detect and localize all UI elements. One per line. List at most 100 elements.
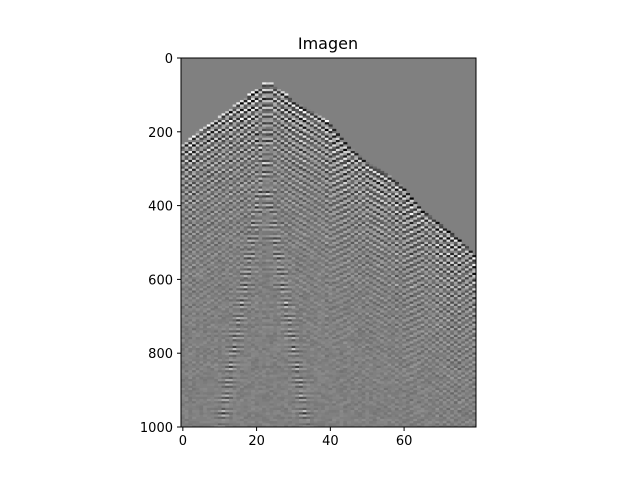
image-pixel: [262, 89, 267, 92]
image-pixel: [240, 297, 245, 300]
image-pixel: [321, 230, 326, 234]
image-pixel: [217, 208, 222, 212]
image-pixel: [299, 418, 304, 422]
image-pixel: [306, 363, 311, 367]
image-pixel: [273, 177, 278, 181]
image-pixel: [181, 206, 186, 209]
image-pixel: [217, 146, 222, 150]
image-pixel: [317, 263, 322, 267]
image-pixel: [306, 162, 311, 165]
image-pixel: [258, 144, 263, 147]
image-pixel: [254, 421, 259, 424]
image-pixel: [313, 317, 318, 320]
image-pixel: [221, 310, 226, 314]
image-pixel: [295, 365, 300, 369]
image-pixel: [228, 186, 234, 190]
image-pixel: [206, 392, 211, 395]
image-pixel: [247, 104, 252, 108]
image-pixel: [269, 359, 274, 362]
image-pixel: [247, 270, 252, 274]
image-pixel: [258, 270, 263, 274]
image-pixel: [254, 281, 259, 285]
image-pixel: [247, 299, 252, 302]
image-pixel: [302, 201, 307, 205]
image-pixel: [276, 230, 281, 234]
image-pixel: [214, 155, 219, 159]
image-pixel: [206, 301, 211, 305]
image-pixel: [228, 297, 234, 300]
image-pixel: [284, 195, 289, 198]
image-pixel: [232, 281, 237, 285]
image-pixel: [236, 412, 241, 415]
image-pixel: [203, 217, 208, 221]
image-pixel: [317, 257, 322, 260]
image-pixel: [287, 294, 293, 298]
image-pixel: [251, 102, 256, 105]
image-pixel: [225, 177, 230, 181]
image-pixel: [192, 283, 197, 287]
image-pixel: [247, 219, 252, 223]
image-pixel: [287, 186, 293, 190]
image-pixel: [232, 166, 237, 170]
image-pixel: [273, 374, 278, 378]
image-pixel: [302, 106, 307, 110]
image-pixel: [317, 162, 322, 165]
image-pixel: [199, 363, 204, 367]
image-pixel: [295, 385, 300, 389]
image-pixel: [265, 177, 270, 181]
image-pixel: [199, 159, 204, 163]
image-pixel: [221, 219, 226, 223]
image-pixel: [225, 201, 230, 205]
image-pixel: [291, 319, 296, 322]
image-pixel: [280, 133, 285, 136]
image-pixel: [203, 381, 208, 384]
image-pixel: [328, 212, 333, 216]
image-pixel: [195, 412, 200, 415]
image-pixel: [184, 286, 189, 289]
image-pixel: [313, 394, 318, 398]
image-pixel: [254, 365, 259, 369]
image-pixel: [221, 199, 226, 203]
image-pixel: [251, 412, 256, 415]
image-pixel: [236, 139, 241, 143]
image-pixel: [302, 139, 307, 143]
image-pixel: [203, 199, 208, 203]
image-pixel: [295, 246, 300, 249]
image-pixel: [310, 157, 315, 161]
image-pixel: [291, 339, 296, 342]
image-pixel: [217, 193, 222, 196]
image-pixel: [276, 252, 281, 256]
image-pixel: [313, 367, 318, 371]
image-pixel: [280, 119, 285, 123]
image-pixel: [240, 279, 245, 283]
image-pixel: [295, 376, 300, 380]
image-pixel: [291, 128, 296, 132]
image-pixel: [188, 317, 193, 320]
image-pixel: [210, 330, 215, 333]
image-pixel: [306, 195, 311, 198]
image-pixel: [210, 350, 215, 353]
image-pixel: [328, 363, 333, 367]
image-pixel: [306, 361, 311, 364]
image-pixel: [188, 385, 193, 389]
image-pixel: [188, 396, 193, 400]
image-pixel: [299, 352, 304, 356]
image-pixel: [228, 159, 234, 163]
image-pixel: [188, 321, 193, 325]
image-pixel: [269, 128, 274, 132]
image-pixel: [287, 352, 293, 356]
image-pixel: [228, 383, 234, 387]
image-pixel: [232, 288, 237, 291]
image-pixel: [291, 270, 296, 274]
image-pixel: [199, 294, 204, 298]
image-pixel: [247, 177, 252, 181]
image-pixel: [328, 232, 333, 236]
image-pixel: [269, 390, 274, 393]
image-pixel: [276, 350, 281, 353]
image-pixel: [287, 312, 293, 316]
image-pixel: [228, 361, 234, 364]
image-pixel: [269, 381, 274, 384]
image-pixel: [265, 117, 270, 121]
image-pixel: [284, 321, 289, 325]
image-pixel: [321, 270, 326, 274]
